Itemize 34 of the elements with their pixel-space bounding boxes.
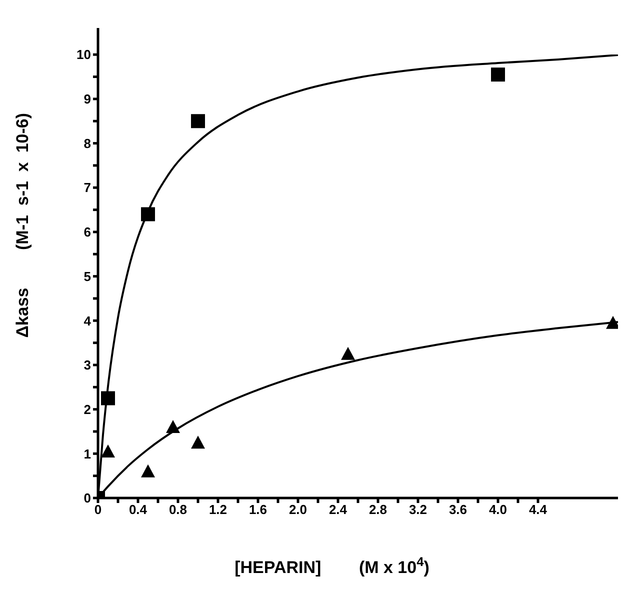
y-tick-label: 8	[84, 136, 91, 151]
x-tick-label: 1.2	[208, 502, 228, 518]
y-axis-title: Δkass (M-1 s-1 x 10-6)	[13, 112, 32, 338]
y-tick-label: 2	[84, 402, 91, 417]
y-tick-label: 7	[84, 180, 91, 196]
x-tick-label: 0	[94, 502, 102, 518]
y-tick-label: 9	[84, 92, 91, 107]
point	[101, 391, 115, 406]
point	[141, 207, 155, 222]
x-tick-label: 3.6	[448, 502, 468, 518]
point	[166, 420, 180, 434]
y-tick-label: 1	[84, 446, 91, 462]
point	[191, 114, 205, 128]
x-tick-label: 0.4	[128, 502, 148, 518]
x-tick-label: 2.8	[368, 502, 388, 518]
y-tick-label: 10	[76, 47, 91, 62]
y-tick-label: 4	[84, 313, 92, 328]
y-tick-label: 3	[84, 358, 91, 373]
x-tick-label: 0.8	[168, 502, 188, 518]
x-tick-label: 3.2	[408, 502, 428, 518]
y-tick-label: 6	[84, 224, 91, 240]
point	[191, 436, 205, 449]
x-axis-title: [HEPARIN] (M x 10$^{4}$)	[234, 554, 430, 577]
point	[101, 444, 115, 458]
y-tick-label: 0	[84, 490, 91, 506]
x-tick-label: 4.0	[488, 502, 508, 518]
y-tick-label: 5	[84, 268, 91, 284]
x-tick-label: 4.4	[528, 502, 548, 518]
point	[341, 346, 355, 360]
x-tick-label: 2.0	[288, 502, 308, 518]
point	[141, 464, 155, 478]
x-tick-label: 2.4	[328, 502, 348, 518]
x-tick-label: 1.6	[248, 502, 268, 518]
point	[491, 68, 505, 82]
